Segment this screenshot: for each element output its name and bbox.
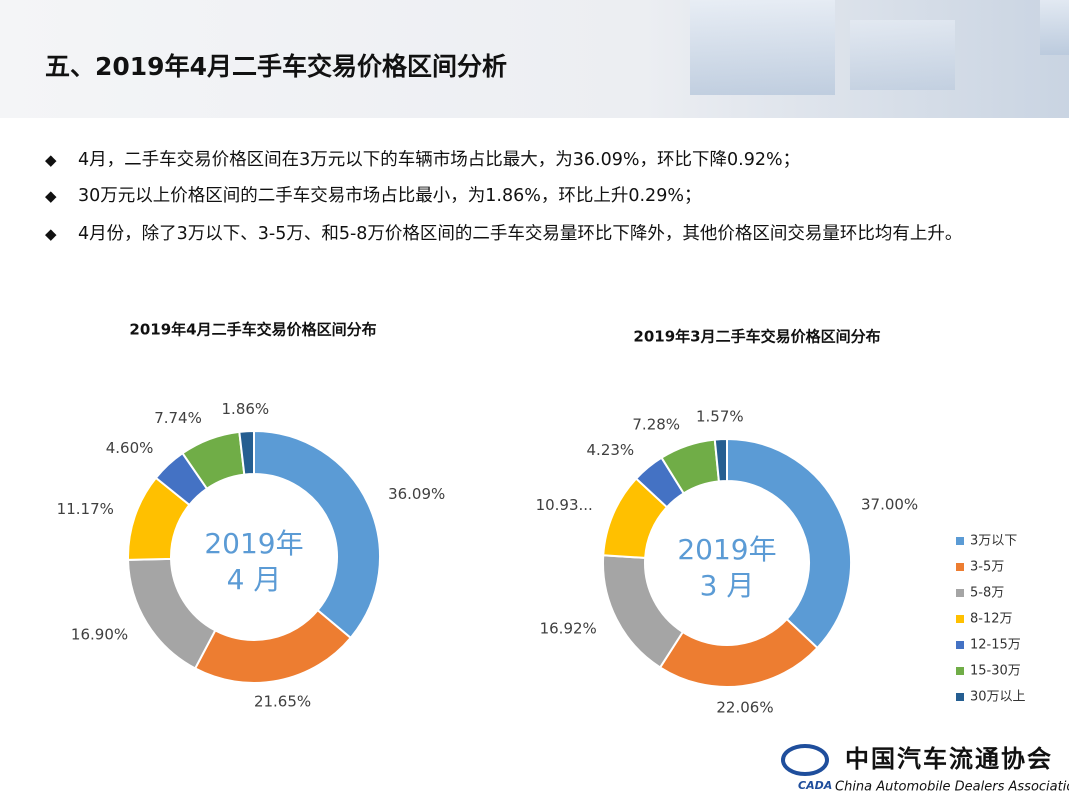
logo-abbr: CADA [798, 779, 832, 792]
legend-label: 3万以下 [970, 534, 1017, 549]
bullet: 4月份，除了3万以下、3-5万、和5-8万价格区间的二手车交易量环比下降外，其他… [45, 216, 1055, 252]
data-label: 4.23% [587, 441, 635, 459]
header-deco [690, 0, 835, 95]
donut-slice [253, 429, 381, 640]
data-label: 7.28% [632, 415, 680, 433]
header-deco [1040, 0, 1069, 55]
chart-title: 2019年3月二手车交易价格区间分布 [633, 328, 880, 346]
legend-swatch [956, 589, 964, 597]
data-label: 37.00% [861, 496, 918, 514]
chart-title: 2019年4月二手车交易价格区间分布 [129, 321, 376, 339]
legend-label: 15-30万 [970, 664, 1021, 679]
donut-slice [726, 437, 852, 650]
legend-swatch [956, 615, 964, 623]
data-label: 11.17% [57, 500, 114, 518]
center-label: 3 月 [700, 569, 755, 602]
logo-name-en: China Automobile Dealers Association [835, 780, 1069, 795]
donut-slice [127, 557, 217, 670]
donut-slice [658, 617, 819, 688]
legend-label: 8-12万 [970, 612, 1013, 627]
bullet: 4月，二手车交易价格区间在3万元以下的车辆市场占比最大，为36.09%，环比下降… [45, 142, 1045, 178]
data-label: 10.93... [536, 496, 593, 514]
legend-label: 30万以上 [970, 690, 1026, 705]
center-label: 2019年 [204, 527, 303, 560]
legend-swatch [956, 693, 964, 701]
donut-slice [238, 429, 255, 476]
legend-label: 12-15万 [970, 638, 1021, 653]
legend-swatch [956, 563, 964, 571]
legend-swatch [956, 537, 964, 545]
data-label: 1.86% [222, 400, 270, 418]
legend-label: 5-8万 [970, 586, 1004, 601]
data-label: 16.90% [71, 625, 128, 643]
bullet: 30万元以上价格区间的二手车交易市场占比最小，为1.86%，环比上升0.29%； [45, 178, 1045, 214]
center-label: 2019年 [677, 533, 776, 566]
donut-slice [193, 608, 353, 684]
data-label: 21.65% [254, 693, 311, 711]
header-deco [850, 20, 955, 90]
logo: CADA 中国汽车流通协会 China Automobile Dealers A… [781, 744, 1069, 795]
data-label: 16.92% [540, 620, 597, 638]
donut-slice [713, 437, 728, 483]
center-label: 4 月 [227, 563, 282, 596]
legend-swatch [956, 641, 964, 649]
data-label: 22.06% [716, 698, 773, 716]
slide-title: 五、2019年4月二手车交易价格区间分析 [45, 52, 507, 81]
data-label: 7.74% [154, 409, 202, 427]
data-label: 36.09% [388, 485, 445, 503]
logo-name-cn: 中国汽车流通协会 [845, 745, 1053, 773]
donut-slice [602, 554, 685, 669]
legend-label: 3-5万 [970, 560, 1004, 575]
data-label: 1.57% [696, 408, 744, 426]
legend-swatch [956, 667, 964, 675]
data-label: 4.60% [106, 439, 154, 457]
logo-mark [781, 744, 829, 776]
